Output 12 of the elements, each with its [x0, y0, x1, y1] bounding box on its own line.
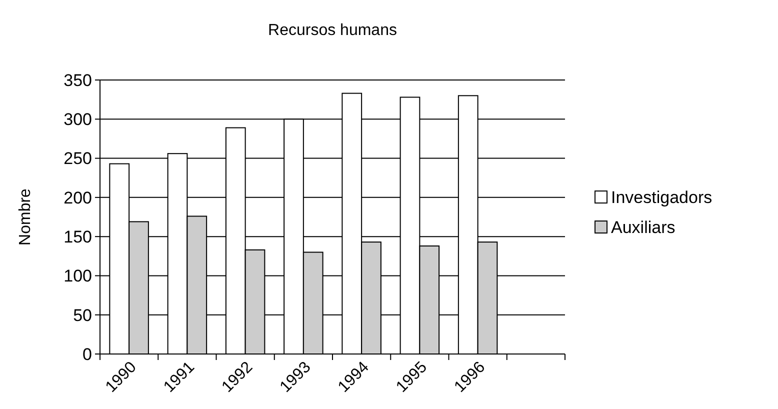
y-tick-label: 250 — [64, 149, 92, 168]
y-tick-label: 150 — [64, 228, 92, 247]
y-tick-label: 200 — [64, 188, 92, 208]
chart-title: Recursos humans — [268, 22, 397, 39]
y-tick-label: 350 — [64, 70, 92, 90]
legend-label: Auxiliars — [611, 218, 676, 237]
y-tick-label: 100 — [64, 266, 92, 286]
y-tick-label: 50 — [73, 306, 92, 325]
y-tick-label: 0 — [82, 344, 92, 364]
y-axis-title: Nombre — [17, 188, 34, 246]
legend-label: Investigadors — [611, 188, 712, 207]
y-tick-label: 300 — [64, 110, 92, 130]
